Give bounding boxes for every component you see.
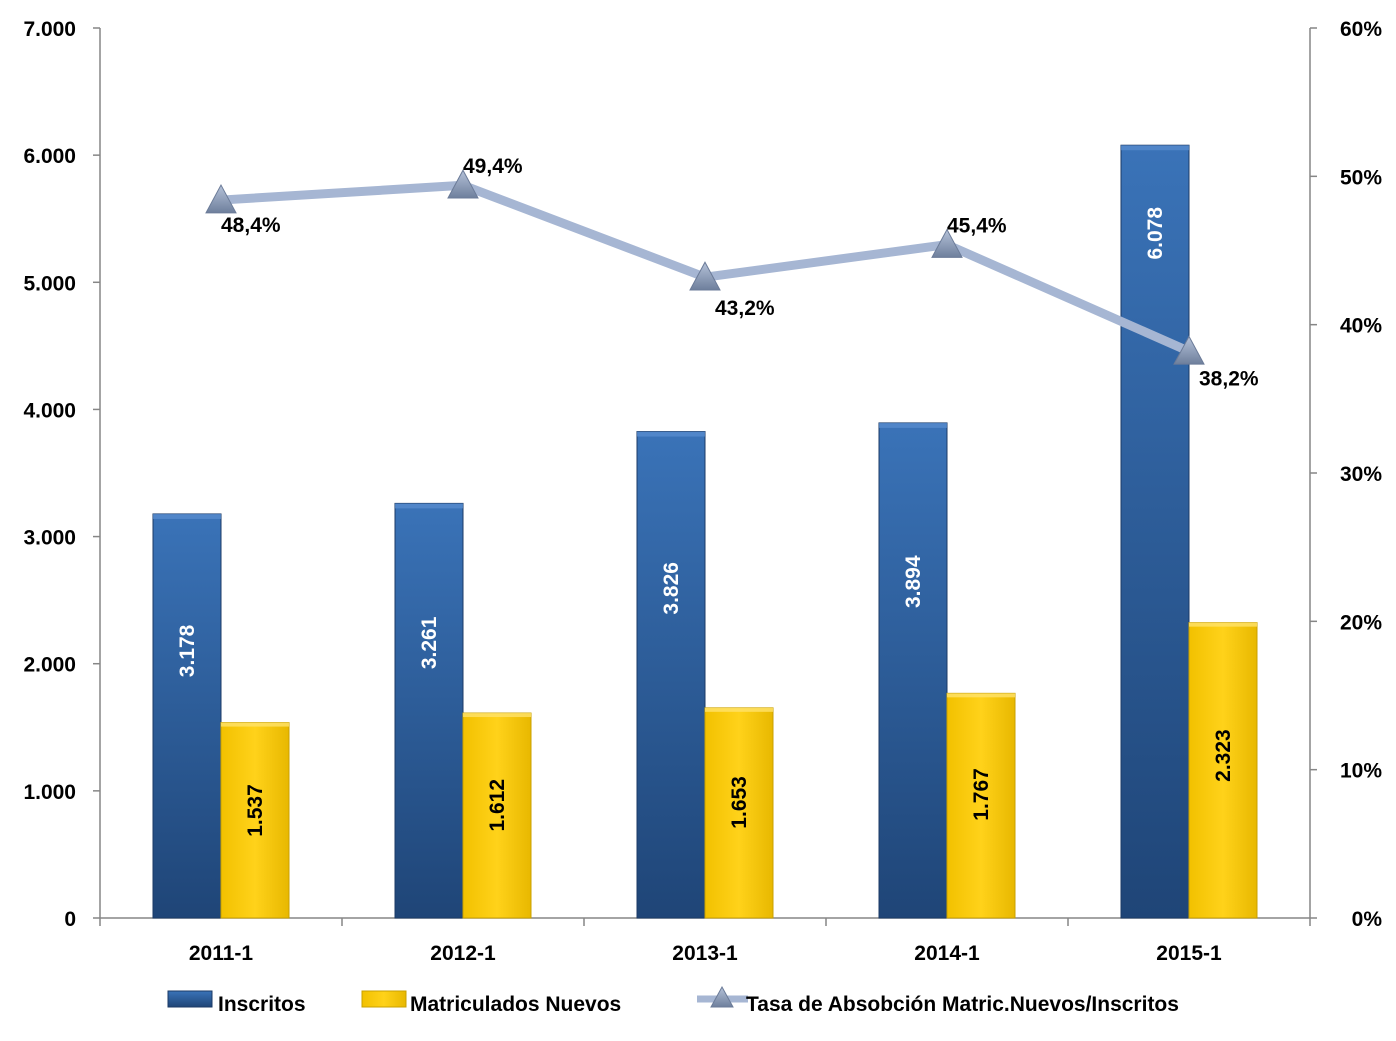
x-tick-label: 2013-1 [672, 942, 738, 965]
legend-swatch-matriculados [361, 990, 407, 1008]
bar-matriculados-label: 1.767 [970, 768, 993, 821]
bars-layer [152, 144, 1258, 919]
bar-matriculados-highlight [705, 707, 773, 712]
bar-matriculados [462, 712, 532, 919]
bar-matriculados-highlight [221, 722, 289, 727]
y-left-tick-label: 6.000 [23, 145, 76, 168]
legend-label-tasa: Tasa de Absobción Matric.Nuevos/Inscrito… [746, 993, 1179, 1016]
y-right-tick-label: 60% [1340, 18, 1382, 41]
tasa-marker [1173, 335, 1205, 365]
bar-inscritos-highlight [153, 513, 221, 519]
bar-inscritos [636, 431, 706, 919]
bar-inscritos-label: 3.261 [418, 616, 441, 669]
bar-inscritos-label: 6.078 [1144, 207, 1167, 260]
legend: Inscritos Matriculados Nuevos Tasa de Abso… [167, 985, 1179, 1016]
tasa-point-label: 38,2% [1199, 367, 1259, 390]
bar-inscritos-highlight [395, 503, 463, 509]
y-left-tick-label: 4.000 [23, 399, 76, 422]
y-right-tick-label: 40% [1340, 315, 1382, 338]
tasa-point-label: 45,4% [947, 215, 1007, 238]
bar-matriculados-label: 1.612 [486, 779, 509, 832]
bar-inscritos-label: 3.894 [902, 555, 925, 608]
tasa-marker [689, 261, 721, 291]
bar-matriculados-highlight [463, 713, 531, 718]
bar-inscritos [152, 513, 222, 919]
y-right-tick-label: 50% [1340, 166, 1382, 189]
bar-inscritos-highlight [1121, 145, 1189, 151]
bar-matriculados [704, 707, 774, 919]
bar-inscritos-label: 3.178 [176, 624, 199, 677]
legend-swatch-inscritos [167, 990, 213, 1008]
y-left-tick-label: 2.000 [23, 654, 76, 677]
bar-matriculados-label: 1.537 [244, 784, 267, 837]
legend-label-matriculados: Matriculados Nuevos [410, 993, 621, 1016]
bar-inscritos [1120, 144, 1190, 919]
x-tick-label: 2011-1 [189, 942, 254, 965]
x-tick-label: 2015-1 [1156, 942, 1222, 965]
y-left-tick-label: 5.000 [23, 272, 76, 295]
y-right-tick-label: 10% [1340, 760, 1382, 783]
y-right-tick-label: 20% [1340, 611, 1382, 634]
bar-matriculados-highlight [1189, 622, 1257, 627]
bar-inscritos [394, 502, 464, 919]
bar-inscritos-highlight [879, 422, 947, 428]
legend-swatch-tasa-marker [710, 985, 734, 1008]
bar-matriculados-label: 1.653 [728, 776, 751, 829]
labels-layer: 3.178 1.537 3.261 1.612 3.826 1.653 3.894 1.767… [176, 155, 1259, 837]
y-right-tick-label: 30% [1340, 463, 1382, 486]
x-tick-label: 2012-1 [430, 942, 496, 965]
bar-matriculados-highlight [947, 693, 1015, 698]
bar-matriculados-label: 2.323 [1212, 729, 1235, 782]
y-left-tick-label: 0 [64, 908, 76, 931]
tasa-point-label: 43,2% [715, 297, 775, 320]
bar-matriculados [220, 722, 290, 919]
tasa-marker [931, 228, 963, 258]
y-left-tick-label: 7.000 [23, 18, 76, 41]
axes-layer: 0 1.000 2.000 3.000 4.000 5.000 6.000 7.000 0% 10… [23, 18, 1382, 965]
bar-inscritos-label: 3.826 [660, 562, 683, 615]
bar-inscritos-highlight [637, 431, 705, 437]
tasa-marker [205, 184, 237, 214]
y-left-tick-label: 3.000 [23, 527, 76, 550]
bar-inscritos [878, 422, 948, 919]
y-left-tick-label: 1.000 [23, 781, 76, 804]
x-tick-label: 2014-1 [914, 942, 980, 965]
tasa-point-label: 49,4% [463, 155, 523, 178]
tasa-point-label: 48,4% [221, 214, 281, 237]
bar-matriculados [1188, 622, 1258, 919]
line-layer [205, 169, 1205, 365]
legend-label-inscritos: Inscritos [218, 993, 306, 1016]
bar-matriculados [946, 692, 1016, 919]
y-right-tick-label: 0% [1352, 908, 1383, 931]
tasa-marker [447, 169, 479, 199]
